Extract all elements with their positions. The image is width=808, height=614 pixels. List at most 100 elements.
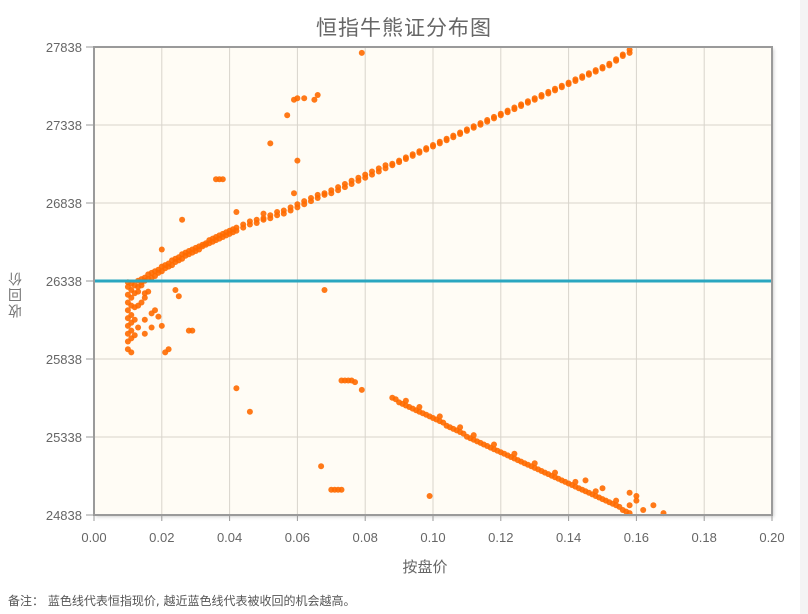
page-scroll-strip (800, 0, 808, 614)
x-tick-label: 0.04 (217, 530, 242, 545)
data-point (416, 149, 423, 156)
data-point (291, 190, 297, 197)
data-point (352, 379, 358, 386)
data-point (128, 312, 135, 318)
y-tick-label: 26338 (46, 274, 82, 289)
data-point (470, 432, 477, 439)
data-point (518, 103, 525, 109)
x-tick-label: 0.20 (759, 530, 784, 545)
data-point (253, 220, 260, 226)
data-points (124, 46, 667, 517)
data-point (189, 327, 196, 334)
data-point (491, 441, 497, 448)
data-point (626, 489, 633, 496)
data-point (463, 127, 470, 134)
data-point (436, 140, 443, 147)
data-point (592, 68, 599, 75)
data-point (131, 316, 138, 323)
data-point (358, 49, 365, 56)
x-tick-label: 0.00 (81, 530, 106, 545)
data-point (138, 299, 145, 306)
data-point (233, 227, 240, 234)
data-point (613, 497, 620, 504)
data-point (558, 84, 565, 91)
data-point (545, 90, 552, 97)
y-tick-label: 24838 (46, 508, 82, 523)
data-point (552, 87, 558, 94)
data-point (633, 497, 640, 504)
data-point (348, 181, 355, 187)
data-point (158, 246, 165, 253)
data-point (382, 165, 389, 172)
data-point (280, 210, 287, 217)
data-point (148, 324, 155, 331)
data-point (552, 469, 558, 476)
data-point (287, 207, 294, 214)
data-point (375, 168, 382, 175)
data-point (294, 204, 301, 211)
data-point (358, 386, 365, 393)
data-point (267, 140, 274, 147)
x-tick-label: 0.16 (624, 530, 649, 545)
data-point (138, 282, 145, 289)
data-point (284, 112, 291, 119)
data-point (219, 176, 226, 183)
data-point (626, 49, 633, 56)
y-axis-label: 收回价 (8, 270, 24, 318)
data-point (128, 294, 135, 301)
data-point (152, 307, 158, 314)
data-point (141, 294, 148, 301)
data-point (135, 324, 142, 331)
data-point (416, 404, 423, 410)
data-point (145, 288, 152, 295)
data-point (135, 288, 142, 295)
x-tick-label: 0.10 (420, 530, 445, 545)
data-point (402, 156, 409, 162)
data-point (260, 210, 267, 217)
data-point (389, 162, 396, 169)
data-point (599, 485, 606, 492)
data-point (579, 74, 586, 81)
data-point (633, 493, 640, 499)
data-point (369, 171, 375, 178)
data-point (314, 195, 321, 201)
data-point (240, 224, 247, 231)
data-point (450, 134, 457, 141)
data-point (335, 187, 342, 194)
data-point (141, 330, 148, 337)
x-axis-ticks: 0.00 0.02 0.04 0.06 0.08 0.10 0.12 0.14 0.16 0.18… (81, 515, 785, 545)
data-point (362, 174, 369, 181)
y-tick-label: 26838 (46, 196, 82, 211)
data-point (497, 112, 504, 119)
data-point (626, 502, 633, 509)
data-point (179, 216, 186, 223)
y-tick-label: 25338 (46, 430, 82, 445)
x-tick-label: 0.02 (149, 530, 174, 545)
data-point (128, 349, 135, 356)
data-point (409, 152, 416, 159)
data-point (592, 488, 599, 495)
data-point (426, 493, 433, 499)
y-tick-label: 27838 (46, 40, 82, 55)
data-point (155, 313, 162, 320)
data-point (504, 109, 511, 116)
data-point (318, 463, 325, 470)
data-point (301, 95, 308, 102)
data-point (599, 65, 606, 72)
data-point (491, 115, 497, 122)
data-point (511, 106, 518, 113)
x-tick-label: 0.06 (285, 530, 310, 545)
data-point (457, 131, 464, 137)
x-tick-label: 0.12 (488, 530, 513, 545)
data-point (511, 450, 518, 457)
chart-title: 恒指牛熊证分布图 (316, 16, 492, 40)
data-point (260, 216, 267, 223)
data-point (423, 146, 430, 153)
data-point (650, 502, 657, 509)
data-point (355, 177, 362, 184)
data-point (233, 209, 240, 215)
data-point (301, 201, 308, 208)
data-point (430, 143, 436, 150)
data-point (124, 307, 131, 314)
footnote: 备注： 蓝色线代表恒指现价, 越近蓝色线代表被收回的机会越高。 (8, 594, 356, 608)
